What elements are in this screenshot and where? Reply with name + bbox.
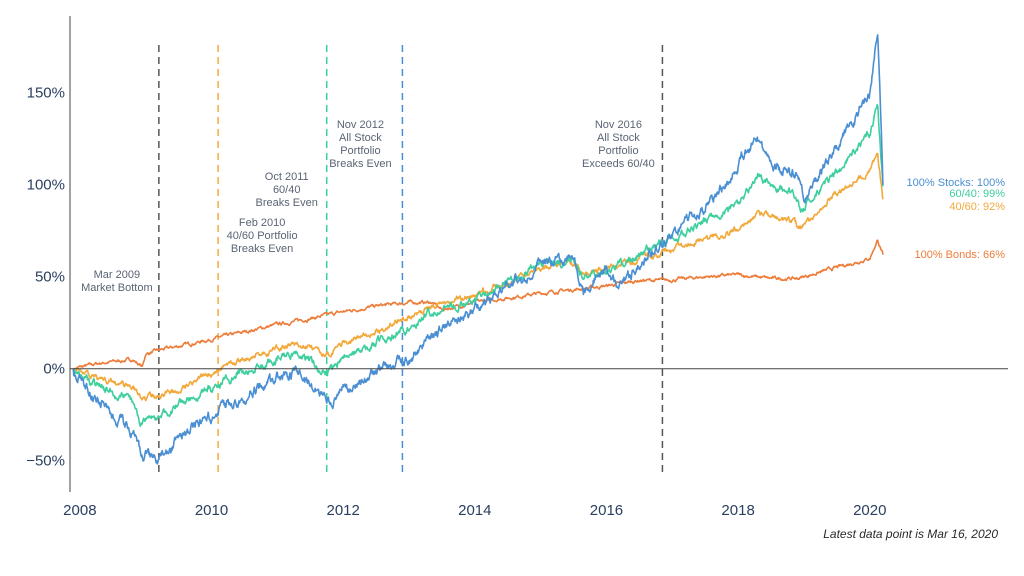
y-tick-label: 150%: [27, 85, 65, 102]
event-annotation: Breaks Even: [231, 243, 293, 255]
x-tick-label: 2018: [721, 502, 754, 519]
event-annotation: 40/60 Portfolio: [227, 230, 298, 242]
footnote: Latest data point is Mar 16, 2020: [823, 527, 998, 541]
series-line: [72, 34, 884, 465]
x-tick-label: 2020: [853, 502, 886, 519]
end-label: 100% Bonds: 66%: [914, 249, 1005, 261]
end-label: 40/60: 92%: [949, 201, 1005, 213]
event-annotation: 60/40: [273, 184, 301, 196]
event-annotation: Mar 2009: [94, 269, 140, 281]
event-annotation: Portfolio: [598, 145, 638, 157]
end-label: 60/40: 99%: [949, 188, 1005, 200]
event-annotation: Portfolio: [340, 145, 380, 157]
event-annotation: Market Bottom: [81, 282, 153, 294]
x-tick-label: 2010: [195, 502, 228, 519]
y-tick-label: 100%: [27, 177, 65, 194]
event-annotation: Breaks Even: [329, 158, 391, 170]
x-tick-label: 2014: [458, 502, 491, 519]
x-tick-label: 2008: [63, 502, 96, 519]
y-tick-label: −50%: [26, 453, 65, 470]
event-annotation: All Stock: [339, 132, 382, 144]
event-annotation: All Stock: [597, 132, 640, 144]
x-tick-label: 2012: [326, 502, 359, 519]
x-tick-label: 2016: [590, 502, 623, 519]
event-annotation: Breaks Even: [256, 197, 318, 209]
event-annotation: Oct 2011: [265, 171, 309, 183]
event-annotation: Nov 2012: [337, 119, 384, 131]
y-tick-label: 0%: [43, 361, 65, 378]
event-annotation: Exceeds 60/40: [582, 158, 655, 170]
end-label: 100% Stocks: 100%: [907, 177, 1006, 189]
y-tick-label: 50%: [35, 269, 65, 286]
event-annotation: Feb 2010: [239, 217, 285, 229]
series-line: [73, 239, 884, 371]
series-line: [72, 104, 884, 427]
event-annotation: Nov 2016: [595, 119, 642, 131]
